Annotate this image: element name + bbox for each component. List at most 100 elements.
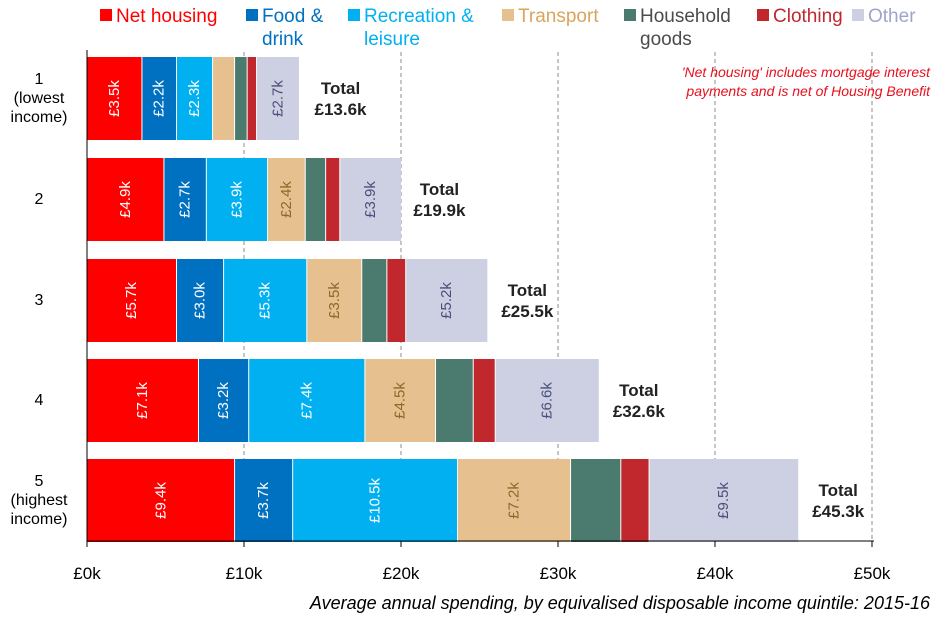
chart-caption: Average annual spending, by equivalised … (309, 593, 931, 613)
bar-segment (87, 158, 164, 241)
category-label: (lowest (14, 90, 65, 107)
bar-segment (87, 359, 199, 442)
bar-value-label: £7.2k (506, 482, 523, 519)
bars: £3.5k £2.2k £2.3k £2.7k £4.9k £2.7k £3.9k £2.4k… (87, 57, 799, 542)
x-axis: £0k £10k £20k £30k £40k £50k (73, 50, 891, 583)
legend: Net housing Food &drink Recreation &leisur… (100, 6, 916, 50)
total-word: Total (508, 281, 547, 300)
bar-segment (267, 158, 306, 241)
bar-segment (364, 359, 436, 442)
bar-value-label: £2.4k (278, 181, 295, 218)
bar-value-label: £3.9k (228, 181, 245, 218)
bar-segment (234, 459, 293, 542)
legend-swatch (624, 9, 636, 21)
total-word: Total (420, 180, 459, 199)
legend-label: Clothing (773, 6, 843, 27)
total-word: Total (819, 481, 858, 500)
legend-swatch (348, 9, 360, 21)
bar-value-label: £2.7k (177, 181, 194, 218)
bar-segment (234, 57, 248, 140)
bar-value-label: £10.5k (367, 477, 384, 523)
bar-segment (292, 459, 458, 542)
total-value: £25.5k (501, 302, 554, 321)
total-value: £19.9k (413, 201, 466, 220)
bar-value-label: £4.9k (117, 181, 134, 218)
bar-segment (87, 259, 177, 342)
bar-segment (325, 158, 340, 241)
bar-segment (386, 259, 406, 342)
bar-segment (248, 359, 365, 442)
total-word: Total (619, 381, 658, 400)
bar-value-label: £3.7k (255, 482, 272, 519)
x-tick-label: £50k (854, 564, 891, 583)
legend-swatch (502, 9, 514, 21)
legend-swatch (246, 9, 258, 21)
legend-label: Other (868, 6, 916, 27)
bar-segment (212, 57, 235, 140)
total-value: £32.6k (613, 402, 666, 421)
legend-swatch (100, 9, 112, 21)
bar-segment (206, 158, 268, 241)
bar-segment (247, 57, 257, 140)
total-labels: Total £13.6k Total £19.9k Total £25.5k Total £3… (315, 79, 865, 521)
bar-segment (457, 459, 571, 542)
bar-value-label: £3.5k (106, 80, 123, 117)
legend-label: leisure (364, 29, 420, 50)
legend-label: drink (262, 29, 304, 50)
total-value: £45.3k (812, 502, 865, 521)
category-label: 1 (35, 71, 44, 88)
x-tick-label: £30k (540, 564, 577, 583)
bar-value-label: £5.2k (438, 282, 455, 319)
bar-value-label: £3.2k (215, 382, 232, 419)
bar-value-label: £9.4k (152, 482, 169, 519)
x-tick-label: £20k (383, 564, 420, 583)
bar-segment (495, 359, 599, 442)
bar-value-label: £4.5k (392, 382, 409, 419)
legend-label: Recreation & (364, 6, 474, 27)
bar-segment (87, 459, 235, 542)
bar-segment (405, 259, 488, 342)
bar-value-label: £6.6k (539, 382, 556, 419)
category-label: 2 (35, 191, 44, 208)
bar-segment (306, 259, 362, 342)
bar-segment (141, 57, 177, 140)
bar-segment (87, 57, 142, 140)
bar-value-label: £2.7k (269, 80, 286, 117)
bar-segment (305, 158, 326, 241)
bar-segment (163, 158, 207, 241)
note-line-2: payments and is net of Housing Benefit (685, 83, 931, 99)
bar-segment (176, 259, 224, 342)
category-label: income) (11, 109, 68, 126)
bar-segment (361, 259, 387, 342)
legend-swatch (757, 9, 769, 21)
category-labels: 1 (lowest income) 2 3 4 5 (highest income) (11, 71, 68, 528)
legend-label: Household (640, 6, 731, 27)
category-label: 3 (35, 292, 44, 309)
bar-value-label: £3.9k (362, 181, 379, 218)
bar-value-label: £2.2k (151, 80, 168, 117)
bar-segment (435, 359, 474, 442)
x-tick-label: £0k (73, 564, 101, 583)
x-tick-label: £40k (697, 564, 734, 583)
legend-swatch (852, 9, 864, 21)
category-label: 4 (35, 392, 44, 409)
total-word: Total (321, 79, 360, 98)
note-line-1: 'Net housing' includes mortgage interest (682, 64, 931, 80)
bar-segment (256, 57, 299, 140)
legend-label: goods (640, 29, 692, 50)
legend-label: Transport (518, 6, 599, 27)
legend-label: Food & (262, 6, 324, 27)
bar-value-label: £9.5k (715, 482, 732, 519)
bar-segment (198, 359, 249, 442)
bar-segment (473, 359, 496, 442)
x-tick-label: £10k (226, 564, 263, 583)
bar-value-label: £5.3k (257, 282, 274, 319)
bar-value-label: £7.1k (134, 382, 151, 419)
bar-segment (176, 57, 213, 140)
total-value: £13.6k (315, 100, 368, 119)
bar-segment (339, 158, 401, 241)
bar-value-label: £3.5k (326, 282, 343, 319)
bar-value-label: £7.4k (298, 382, 315, 419)
bar-segment (620, 459, 650, 542)
